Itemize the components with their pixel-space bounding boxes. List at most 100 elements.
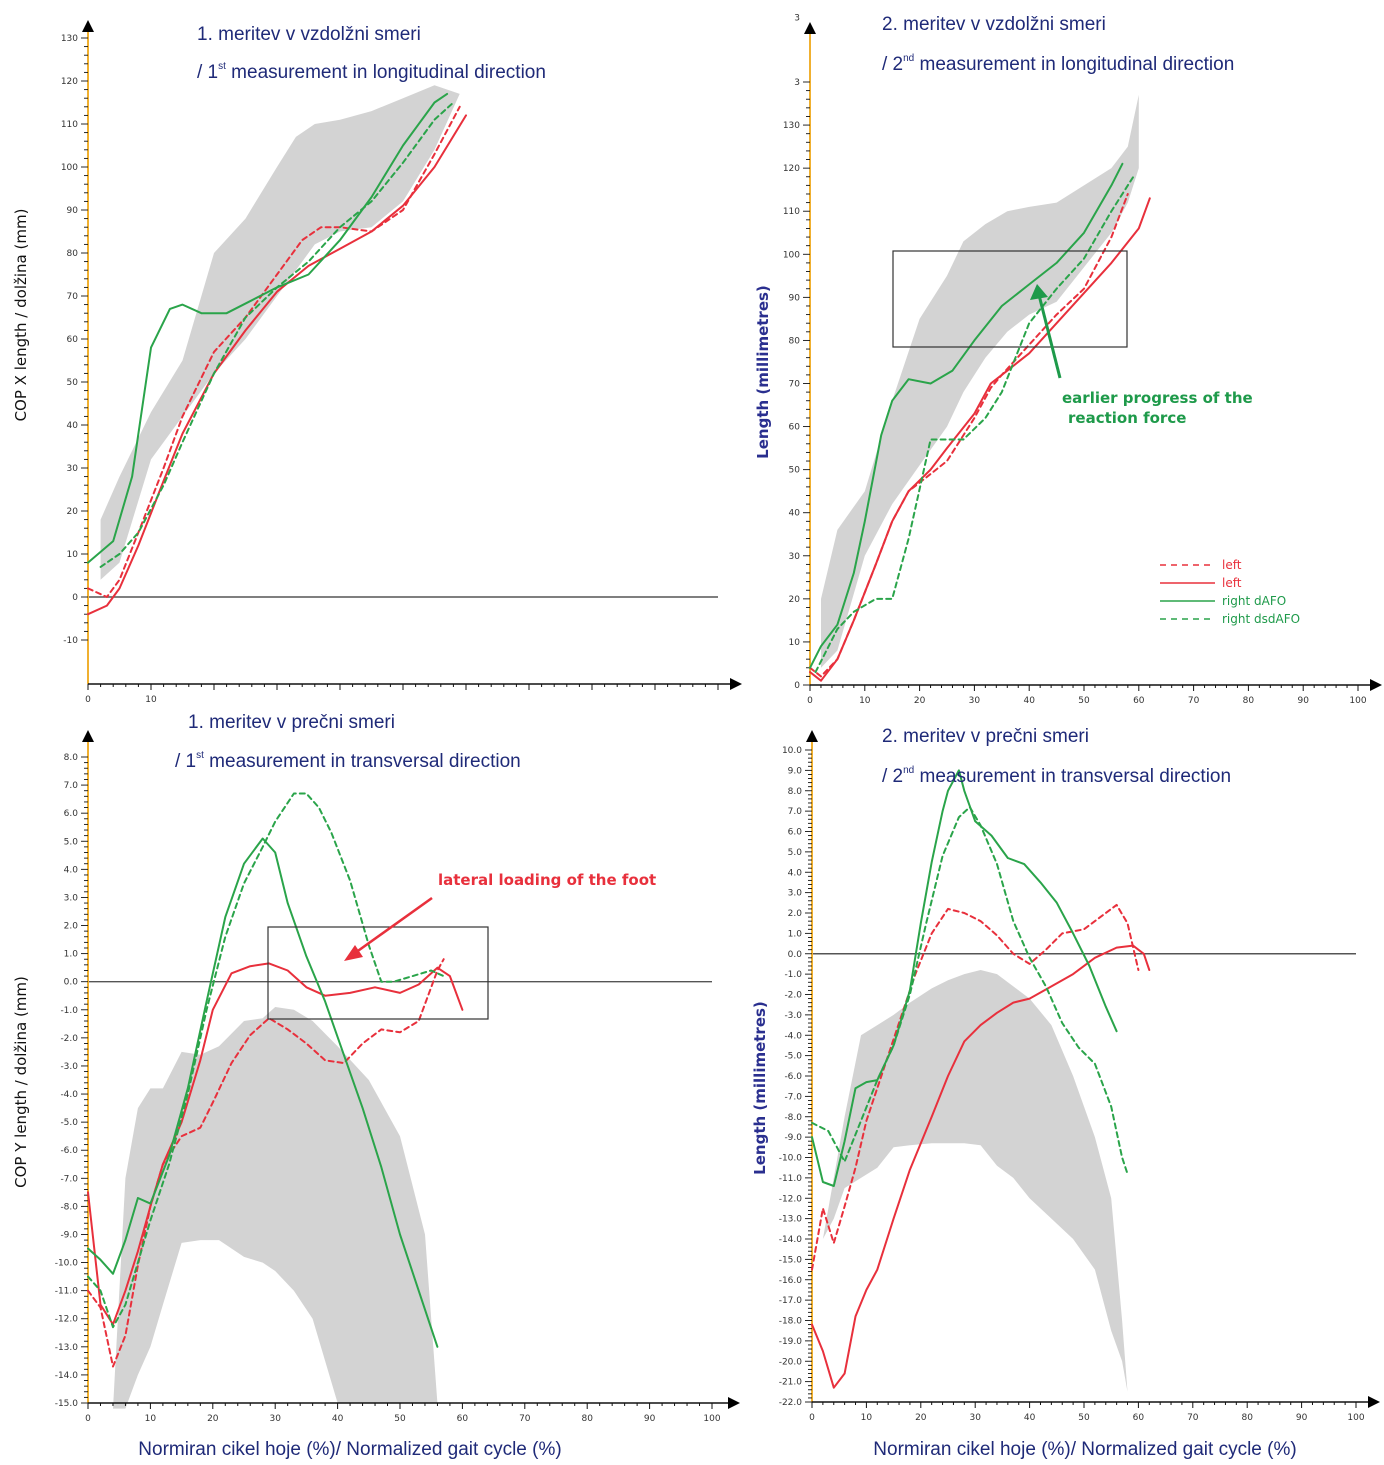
series-line-2: [87, 114, 467, 616]
y-tick-label: -19.0: [779, 1337, 803, 1347]
y-tick-label: -12.0: [779, 1194, 803, 1204]
x-tick-label: 90: [1297, 696, 1309, 706]
y-tick-label: 10: [789, 638, 801, 648]
y-tick-label: -9.0: [784, 1133, 802, 1143]
y-tick-label: -4.0: [784, 1031, 802, 1041]
x-tick-label: 0: [85, 695, 91, 705]
y-tick-label: -5.0: [784, 1052, 802, 1062]
y-tick-label: 0: [72, 593, 78, 603]
y-tick-label: 20: [789, 595, 801, 605]
y-tick-label: -2.0: [784, 991, 802, 1001]
y-tick-label: -6.0: [60, 1146, 78, 1156]
y-tick-label: -20.0: [779, 1357, 803, 1367]
y-tick-label: -22.0: [779, 1398, 803, 1408]
x-tick-label: 30: [269, 1414, 281, 1424]
y-axis-label: COP Y length / dolžina (mm): [12, 976, 30, 1188]
y-tick-label: 30: [67, 464, 79, 474]
x-tick-label: 80: [1243, 696, 1255, 706]
x-tick-label: 60: [1133, 696, 1145, 706]
y-tick-label: 120: [783, 164, 800, 174]
x-tick-label: 0: [807, 696, 813, 706]
title-superscript: st: [196, 750, 204, 761]
chart-title-line1: 1. meritev v prečni smeri: [188, 712, 395, 733]
y-tick-label: -10.0: [55, 1259, 79, 1269]
annotation-arrowhead: [1030, 284, 1048, 300]
norm-band: [822, 970, 1128, 1392]
y-tick-label: -14.0: [55, 1371, 79, 1381]
x-tick-label: 0: [85, 1414, 91, 1424]
chart-panel-2: 0 10 20 30 40 50 60 70 80 90 100 0 10 20 30 40 50 60 70 80 9…: [754, 13, 1382, 706]
highlight-box: [892, 250, 1128, 348]
y-tick-label: 6.0: [64, 809, 79, 819]
chart-panel-3: 0 10 20 30 40 50 60 70 80 90 100 -15.0 -14.0 -13.0 -12…: [12, 712, 740, 1424]
legend-label-4: right dsdAFO: [1222, 612, 1300, 626]
y-tick-label: 10: [67, 550, 79, 560]
x-tick-label: 10: [861, 1413, 873, 1423]
chart-panel-1: 0 10 -10 0 10 20 30 40 50 60 70 80 90 100 110 120 130 1. …: [12, 20, 742, 705]
x-tick-label: 90: [644, 1414, 656, 1424]
x-axis-arrow: [730, 678, 742, 690]
series-line-4: [814, 175, 1135, 674]
title-suffix: measurement in longitudinal direction: [914, 54, 1234, 75]
x-axis-arrow: [1370, 679, 1382, 691]
y-tick-label: 0: [794, 681, 800, 691]
y-tick-label: 7.0: [788, 807, 803, 817]
x-tick-label: 50: [1078, 1413, 1090, 1423]
y-tick-label: 0.0: [64, 978, 79, 988]
title-suffix: measurement in transversal direction: [204, 751, 521, 772]
y-axis-label: Length (millimetres): [751, 1001, 769, 1175]
y-tick-label: -21.0: [779, 1378, 803, 1388]
y-axis-arrow: [806, 730, 818, 742]
y-tick-label: -8.0: [784, 1113, 802, 1123]
y-axis-arrow: [82, 20, 94, 32]
title-prefix: / 1: [197, 62, 218, 83]
chart-title-line2: / 1st measurement in transversal directi…: [175, 750, 521, 772]
x-tick-label: 40: [1024, 1413, 1036, 1423]
series-line-2: [811, 944, 1151, 1389]
y-tick-label: 8.0: [788, 787, 803, 797]
x-tick-label: 70: [1188, 696, 1200, 706]
chart-title-line2: / 1st measurement in longitudinal direct…: [197, 61, 546, 83]
y-axis-label: COP X length / dolžina (mm): [12, 209, 30, 422]
chart-title-line1: 1. meritev v vzdolžni smeri: [197, 24, 421, 45]
y-tick-label: 80: [67, 249, 79, 259]
y-tick-label: 60: [789, 423, 801, 433]
y-tick-label: 4.0: [788, 868, 803, 878]
x-tick-label: 0: [809, 1413, 815, 1423]
annotation-text: reaction force: [1068, 409, 1186, 427]
x-tick-label: 10: [859, 696, 871, 706]
title-superscript: nd: [903, 53, 914, 64]
y-tick-label: 80: [789, 336, 801, 346]
y-tick-label: 5.0: [788, 848, 803, 858]
chart-panel-4: 0 10 20 30 40 50 60 70 80 90 100 -22.0 -21.0 -20.0 -19…: [751, 726, 1380, 1423]
y-tick-label: 1.0: [64, 950, 79, 960]
y-tick-label: -2.0: [60, 1034, 78, 1044]
series-line-3: [811, 769, 1118, 1187]
y-tick-label: 70: [789, 380, 801, 390]
y-tick-label: 2.0: [788, 909, 803, 919]
x-tick-label: 10: [145, 695, 157, 705]
title-suffix: measurement in longitudinal direction: [226, 62, 546, 83]
x-tick-label: 60: [1133, 1413, 1145, 1423]
y-tick-label: 4.0: [64, 865, 79, 875]
y-tick-label: -9.0: [60, 1230, 78, 1240]
y-tick-label: 2.0: [64, 922, 79, 932]
annotation-arrow: [1037, 294, 1062, 379]
x-tick-label: 50: [394, 1414, 406, 1424]
x-tick-label: 20: [915, 1413, 927, 1423]
series-line-2: [87, 962, 464, 1326]
y-tick-label: -4.0: [60, 1090, 78, 1100]
y-tick-label: 9.0: [788, 766, 803, 776]
y-tick-label: -17.0: [779, 1296, 803, 1306]
y-tick-label: 0.0: [788, 950, 803, 960]
series-line-4: [87, 792, 445, 1329]
y-tick-label: 7.0: [64, 781, 79, 791]
series-line-3: [87, 837, 439, 1348]
x-axis-label-right: Normiran cikel hoje (%)/ Normalized gait…: [873, 1439, 1296, 1460]
y-tick-label: -15.0: [779, 1255, 803, 1265]
y-tick-label: 130: [783, 121, 800, 131]
legend-label-3: right dAFO: [1222, 594, 1286, 608]
x-axis-arrow: [1368, 1396, 1380, 1408]
y-tick-label: -14.0: [779, 1235, 803, 1245]
y-tick-label: 3.0: [64, 893, 79, 903]
